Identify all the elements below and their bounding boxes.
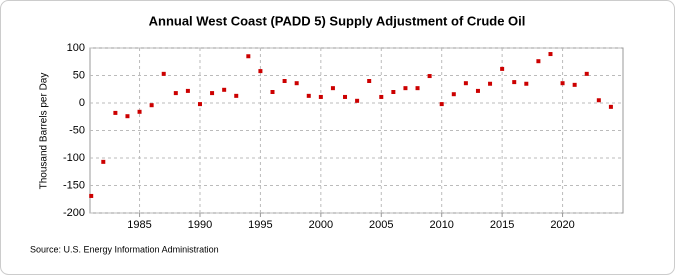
point [330, 86, 335, 91]
point [451, 92, 456, 97]
point [282, 79, 287, 83]
point [524, 81, 529, 86]
x-tick-label: 2005 [369, 219, 393, 231]
point [185, 88, 190, 93]
point [258, 69, 263, 74]
y-tick-label: 100 [67, 42, 85, 54]
point [149, 103, 154, 108]
point [161, 71, 166, 76]
point [246, 54, 251, 59]
point [210, 91, 215, 96]
point [584, 71, 589, 76]
y-tick-label: -200 [63, 207, 85, 219]
point [89, 193, 94, 198]
point [427, 74, 432, 79]
point [391, 90, 396, 94]
point [367, 79, 372, 83]
point [500, 66, 505, 71]
y-tick-label: -50 [69, 124, 85, 136]
point [475, 88, 480, 93]
point [608, 104, 613, 109]
point [463, 81, 468, 86]
x-tick-label: 1985 [127, 219, 151, 231]
point [596, 98, 601, 103]
point [548, 52, 553, 57]
y-axis-label: Thousand Barrels per Day [39, 73, 50, 190]
y-tick-label: 0 [79, 97, 85, 109]
y-tick-label: -100 [63, 152, 85, 164]
point [572, 82, 577, 87]
point [173, 91, 178, 96]
point [306, 93, 311, 98]
point [439, 102, 444, 107]
x-tick-label: 2010 [429, 219, 453, 231]
point [101, 159, 106, 164]
point [488, 81, 493, 86]
point [536, 59, 541, 64]
x-tick-label: 1995 [248, 219, 272, 231]
point [415, 86, 420, 91]
point [294, 81, 299, 86]
point [270, 90, 275, 94]
source: Source: U.S. Energy Information Administ… [30, 244, 219, 254]
x-tick-label: 2020 [550, 219, 574, 231]
point [222, 87, 227, 92]
y-tick-label: -150 [63, 179, 85, 191]
point [379, 94, 384, 99]
x-tick-label: 2015 [490, 219, 514, 231]
point [318, 94, 323, 99]
point [125, 114, 130, 119]
point [197, 102, 202, 107]
point [343, 94, 348, 99]
point [512, 80, 517, 85]
y-tick-label: 50 [73, 69, 85, 81]
point [113, 110, 118, 115]
point [403, 86, 408, 91]
point [355, 98, 360, 103]
x-tick-label: 2000 [309, 219, 333, 231]
x-tick-label: 1990 [188, 219, 212, 231]
chart-title: Annual West Coast (PADD 5) Supply Adjust… [149, 13, 526, 28]
point [234, 93, 239, 98]
point [560, 81, 565, 86]
point [137, 109, 142, 114]
